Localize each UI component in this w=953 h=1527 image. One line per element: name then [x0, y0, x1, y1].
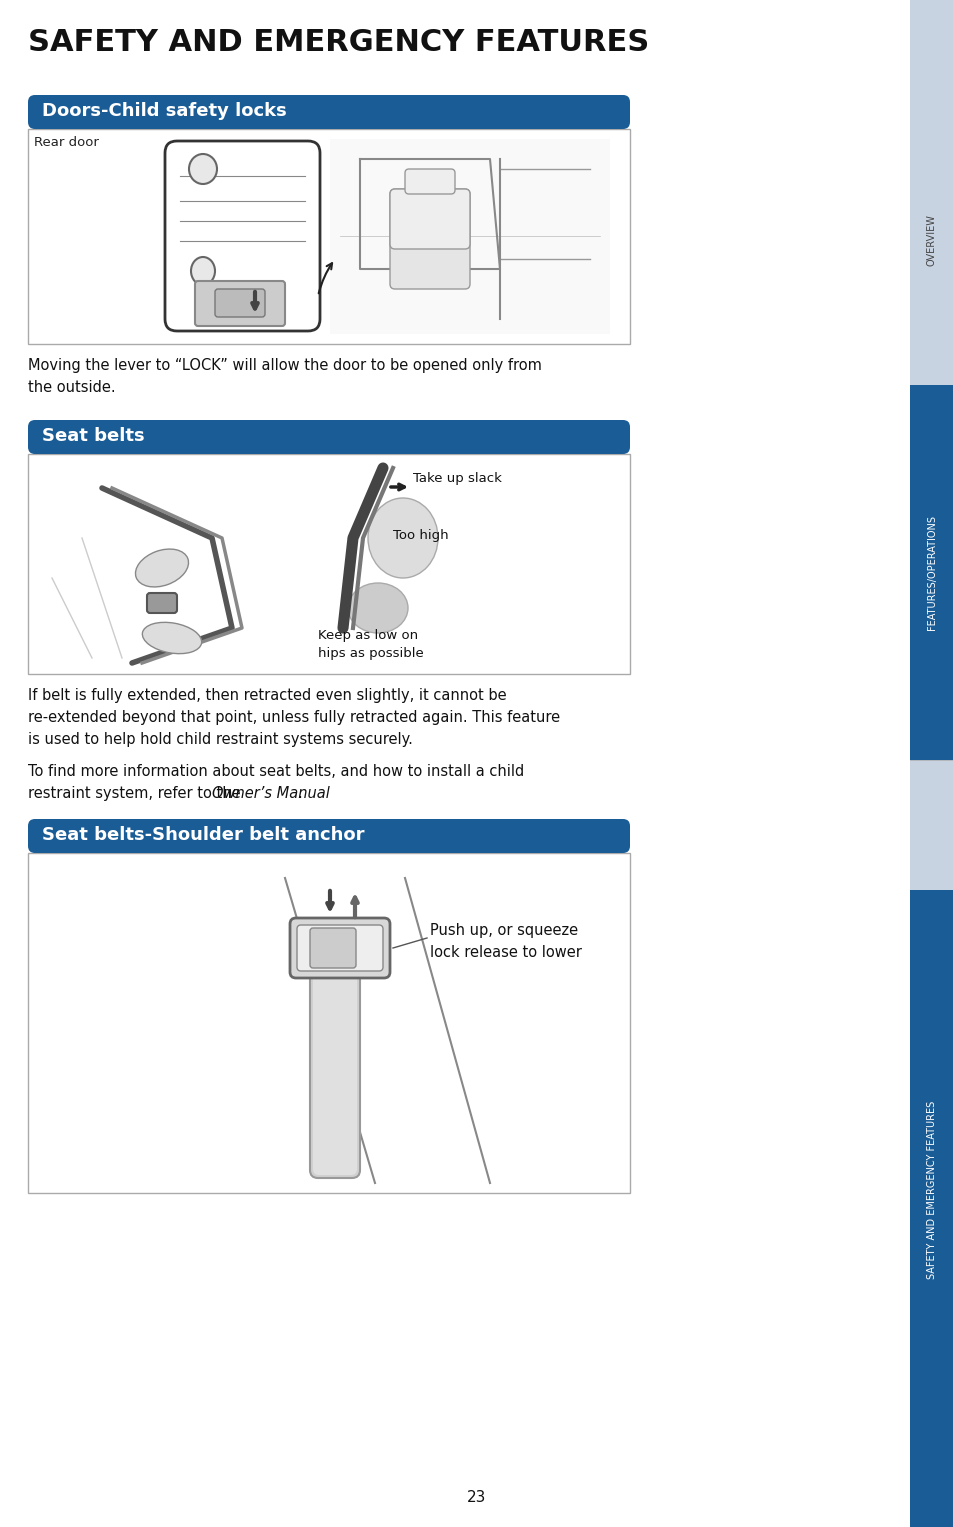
Text: re-extended beyond that point, unless fully retracted again. This feature: re-extended beyond that point, unless fu…	[28, 710, 559, 725]
FancyBboxPatch shape	[405, 169, 455, 194]
Bar	[909, 760, 953, 890]
FancyBboxPatch shape	[290, 918, 390, 977]
Ellipse shape	[348, 583, 408, 634]
Bar	[28, 128, 629, 344]
Bar	[909, 890, 953, 1527]
FancyBboxPatch shape	[296, 925, 382, 971]
Text: Seat belts-Shoulder belt anchor: Seat belts-Shoulder belt anchor	[42, 826, 364, 844]
Text: is used to help hold child restraint systems securely.: is used to help hold child restraint sys…	[28, 731, 413, 747]
Text: Doors-Child safety locks: Doors-Child safety locks	[42, 102, 287, 121]
FancyBboxPatch shape	[313, 971, 356, 1174]
Bar	[330, 139, 609, 334]
Text: hips as possible: hips as possible	[317, 647, 423, 660]
FancyBboxPatch shape	[214, 289, 265, 318]
Text: Take up slack: Take up slack	[413, 472, 501, 486]
Text: Keep as low on: Keep as low on	[317, 629, 417, 641]
Text: Moving the lever to “LOCK” will allow the door to be opened only from: Moving the lever to “LOCK” will allow th…	[28, 357, 541, 373]
Ellipse shape	[189, 154, 216, 183]
Text: FEATURES/OPERATIONS: FEATURES/OPERATIONS	[926, 515, 936, 629]
Text: SAFETY AND EMERGENCY FEATURES: SAFETY AND EMERGENCY FEATURES	[926, 1101, 936, 1280]
FancyBboxPatch shape	[310, 968, 359, 1177]
Text: Too high: Too high	[393, 528, 448, 542]
Text: OVERVIEW: OVERVIEW	[926, 214, 936, 266]
Text: Push up, or squeeze: Push up, or squeeze	[430, 922, 578, 938]
FancyBboxPatch shape	[165, 140, 319, 331]
Text: the outside.: the outside.	[28, 380, 115, 395]
FancyBboxPatch shape	[310, 928, 355, 968]
FancyBboxPatch shape	[28, 818, 629, 854]
Ellipse shape	[142, 623, 201, 654]
Bar	[909, 385, 953, 760]
FancyBboxPatch shape	[28, 95, 629, 128]
Ellipse shape	[368, 498, 437, 579]
FancyBboxPatch shape	[390, 189, 470, 289]
Text: If belt is fully extended, then retracted even slightly, it cannot be: If belt is fully extended, then retracte…	[28, 689, 506, 702]
Text: .: .	[297, 786, 302, 802]
FancyBboxPatch shape	[194, 281, 285, 325]
FancyBboxPatch shape	[28, 420, 629, 454]
Text: Owner’s Manual: Owner’s Manual	[213, 786, 330, 802]
Ellipse shape	[191, 257, 214, 286]
FancyBboxPatch shape	[147, 592, 177, 612]
FancyBboxPatch shape	[390, 189, 470, 249]
Bar	[909, 0, 953, 1527]
Text: To find more information about seat belts, and how to install a child: To find more information about seat belt…	[28, 764, 524, 779]
Bar	[28, 854, 629, 1193]
Ellipse shape	[135, 550, 189, 586]
Text: Rear door: Rear door	[34, 136, 99, 150]
Text: Seat belts: Seat belts	[42, 428, 145, 444]
Bar	[28, 454, 629, 673]
Text: 23: 23	[467, 1490, 486, 1506]
Text: SAFETY AND EMERGENCY FEATURES: SAFETY AND EMERGENCY FEATURES	[28, 27, 649, 56]
Text: restraint system, refer to the: restraint system, refer to the	[28, 786, 245, 802]
Text: lock release to lower: lock release to lower	[430, 945, 581, 960]
